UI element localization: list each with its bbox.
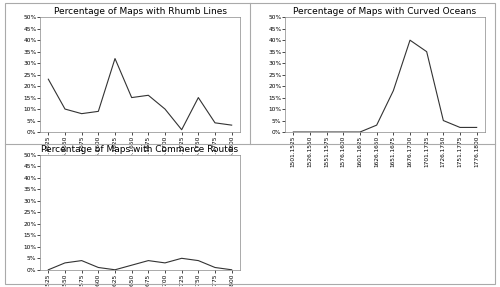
Title: Percentage of Maps with Rhumb Lines: Percentage of Maps with Rhumb Lines — [54, 7, 227, 16]
Title: Percentage of Maps with Curved Oceans: Percentage of Maps with Curved Oceans — [294, 7, 476, 16]
Title: Percentage of Maps with Commerce Routes: Percentage of Maps with Commerce Routes — [42, 145, 238, 154]
